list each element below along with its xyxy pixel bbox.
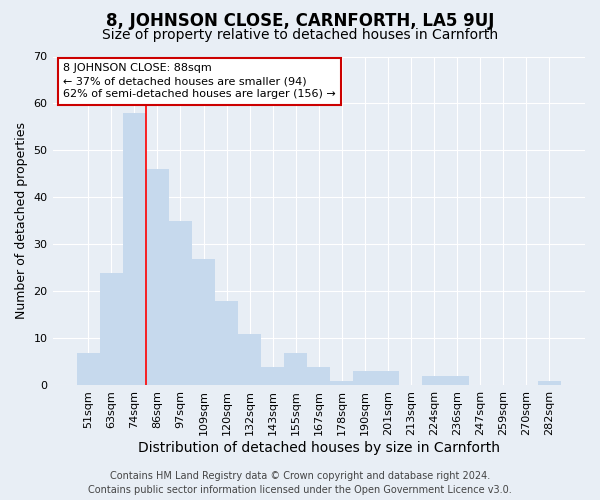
Bar [422, 376, 446, 386]
Bar [330, 381, 353, 386]
Bar [307, 366, 330, 386]
Bar [192, 258, 215, 386]
Bar [123, 113, 146, 386]
Bar [353, 372, 376, 386]
Bar [284, 352, 307, 386]
Bar [100, 272, 123, 386]
Bar [169, 221, 192, 386]
Bar [446, 376, 469, 386]
Bar [261, 366, 284, 386]
X-axis label: Distribution of detached houses by size in Carnforth: Distribution of detached houses by size … [138, 441, 500, 455]
Text: Size of property relative to detached houses in Carnforth: Size of property relative to detached ho… [102, 28, 498, 42]
Text: 8, JOHNSON CLOSE, CARNFORTH, LA5 9UJ: 8, JOHNSON CLOSE, CARNFORTH, LA5 9UJ [106, 12, 494, 30]
Text: 8 JOHNSON CLOSE: 88sqm
← 37% of detached houses are smaller (94)
62% of semi-det: 8 JOHNSON CLOSE: 88sqm ← 37% of detached… [63, 63, 336, 100]
Bar [238, 334, 261, 386]
Bar [538, 381, 561, 386]
Bar [146, 170, 169, 386]
Bar [215, 301, 238, 386]
Bar [376, 372, 400, 386]
Y-axis label: Number of detached properties: Number of detached properties [15, 122, 28, 320]
Bar [77, 352, 100, 386]
Text: Contains HM Land Registry data © Crown copyright and database right 2024.
Contai: Contains HM Land Registry data © Crown c… [88, 471, 512, 495]
